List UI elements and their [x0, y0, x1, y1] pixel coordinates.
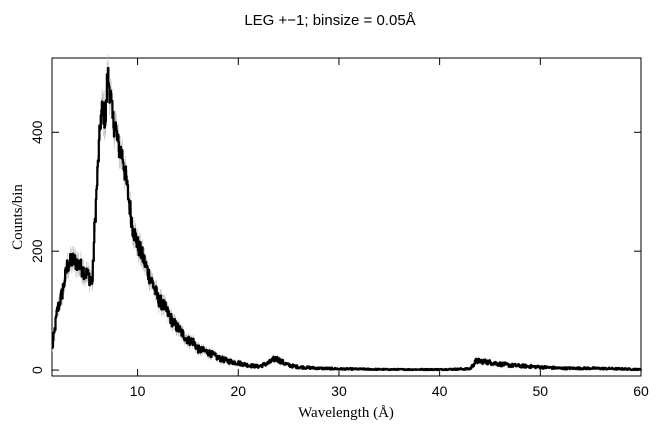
y-tick-label: 200 [29, 239, 45, 263]
series-error-bars [51, 54, 642, 371]
x-axis-ticks: 10 20 30 40 50 60 [130, 58, 649, 399]
series-layer [51, 54, 643, 372]
series-line [51, 66, 643, 372]
x-axis-label: Wavelength (Å) [298, 405, 394, 421]
plot-frame [51, 57, 642, 377]
x-tick-label: 60 [633, 383, 649, 399]
x-tick-label: 50 [533, 383, 549, 399]
x-tick-label: 40 [432, 383, 448, 399]
y-tick-label: 0 [29, 366, 45, 374]
y-tick-label: 400 [29, 120, 45, 144]
chart-title: LEG +−1; binsize = 0.05Å [244, 12, 415, 29]
x-tick-label: 20 [230, 383, 246, 399]
x-tick-label: 30 [331, 383, 347, 399]
x-tick-label: 10 [130, 383, 146, 399]
y-axis-label: Counts/bin [10, 184, 26, 250]
